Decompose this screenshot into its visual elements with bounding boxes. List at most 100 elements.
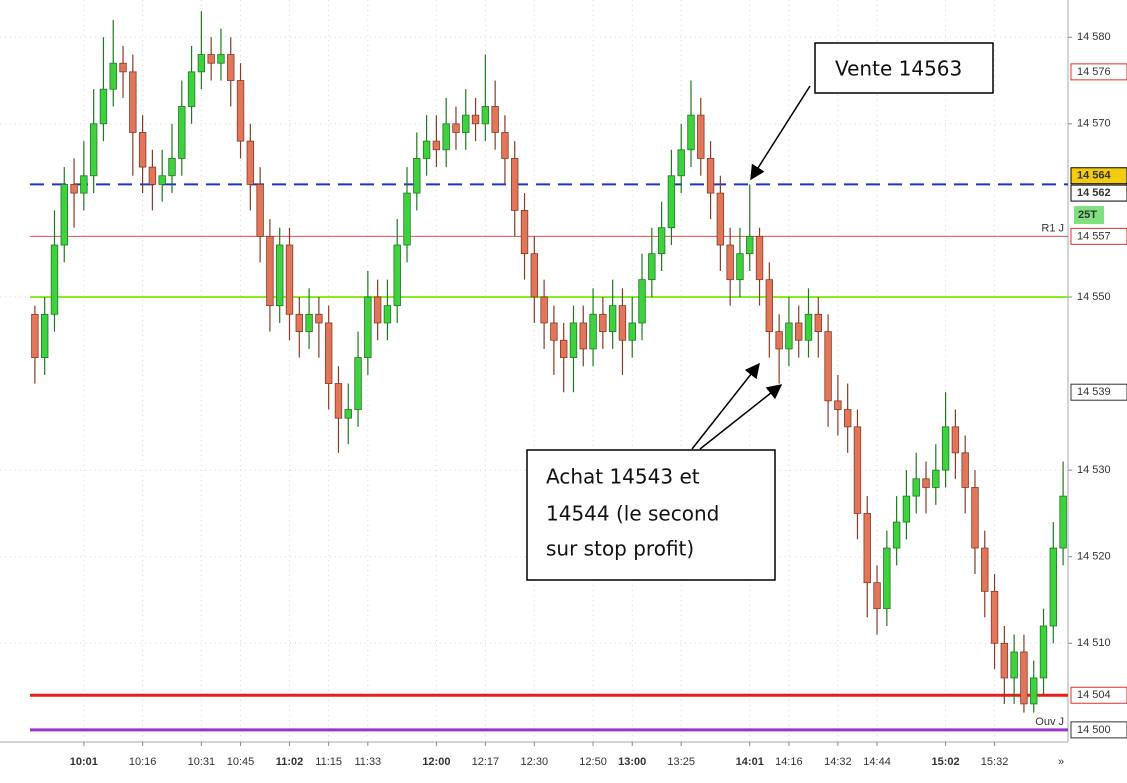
candle-body [1030,677,1038,705]
annotation: 14544 (le second [546,502,719,526]
candle-body [697,114,705,159]
candle-body [40,313,49,358]
candle-body [187,71,196,107]
candle-body [579,322,587,350]
y-tick-label: 14 530 [1077,464,1111,476]
price-tag [1070,167,1127,185]
candle-body [403,192,411,246]
candle-body [227,54,235,81]
candle-body [138,132,147,168]
x-tick-label: 10:45 [227,756,255,768]
candle-body [1020,651,1028,705]
annotation: Achat 14543 et [546,465,700,489]
x-tick-label: 14:32 [824,756,852,768]
price-tag-label: 14 500 [1077,724,1111,736]
candle-body [168,158,176,177]
candle-body [804,313,813,341]
price-tag-label: 14 564 [1077,170,1112,182]
candle-body [883,547,891,610]
candle-body [50,244,59,315]
candle-body [178,106,186,159]
candle-body [442,123,450,151]
price-tag [1070,227,1127,245]
candle-body [550,322,558,341]
bar-type-tag [1074,206,1104,225]
price-tag [1070,63,1127,81]
candle-body [462,114,470,133]
candle-body [599,313,607,333]
y-tick-label: 14 580 [1077,31,1111,43]
candle-body [354,357,362,410]
candle-body [657,227,666,255]
annotation-box [526,449,776,581]
candle-body [1049,547,1058,627]
y-tick-label: 14 550 [1077,291,1111,303]
x-tick-label: 14:44 [863,756,891,768]
annotations: Vente 14563 Achat 14543 et 14544 (le sec… [526,42,994,581]
price-tag-label: 14 576 [1077,66,1111,78]
candle-body [422,140,431,159]
candle-body [834,400,842,410]
candle-body [775,331,783,350]
candle-body [687,114,695,151]
candle-body [559,339,568,358]
candle-body [520,209,529,255]
candle-body [618,305,627,341]
candle-body [60,184,68,246]
candle-body [246,140,255,185]
candle-body [148,166,157,185]
candle-body [843,409,852,428]
candle-body [941,426,950,471]
candle-body [746,235,754,255]
candle-body [491,106,499,133]
candle-body [667,175,676,229]
x-tick-label: 10:16 [129,756,157,768]
candle-body [716,192,725,246]
price-tag-label: 14 562 [1077,187,1111,199]
candle-body [961,452,969,488]
candle-body [295,313,303,333]
arrow [750,85,811,181]
x-tick-label: 11:02 [276,756,304,768]
candle-body [1000,642,1009,679]
candle-body [892,521,901,549]
level-label: Ouv J [1035,716,1064,728]
candle-body [540,296,548,324]
candle-body [158,175,166,185]
candle-body [589,313,597,350]
candle-body [1039,625,1048,679]
candle-body [413,158,421,194]
candle-body [902,495,911,523]
candle-body [990,590,999,644]
candle-body [863,513,871,584]
candle-body [501,132,509,159]
candle-body [638,279,646,324]
x-tick-label: 14:01 [736,756,764,768]
candle-body [452,123,460,133]
candle-body [1010,651,1018,679]
bar-type-label: 25T [1078,209,1097,221]
candle-body [432,140,441,151]
candle-body [981,547,989,592]
price-tag [1070,686,1127,704]
candle-body [471,114,480,125]
candle-body [569,322,578,358]
candle-body [628,322,636,341]
level-label: R1 J [1041,222,1064,234]
y-tick-label: 14 520 [1077,551,1111,563]
scroll-button[interactable]: » [1058,756,1064,768]
x-tick-label: 10:31 [188,756,216,768]
annotation-box [814,42,994,94]
x-tick-label: 12:50 [579,756,607,768]
x-tick-label: 12:00 [422,756,450,768]
annotation: sur stop profit) [546,537,694,561]
x-tick-label: 10:01 [70,756,98,768]
price-tag-label: 14 557 [1077,230,1111,242]
x-tick-label: 11:33 [354,756,381,768]
candle-body [99,88,108,125]
candle-body [109,62,117,90]
candle-body [305,313,313,333]
candle-body [795,322,803,341]
candle-body [736,253,744,281]
